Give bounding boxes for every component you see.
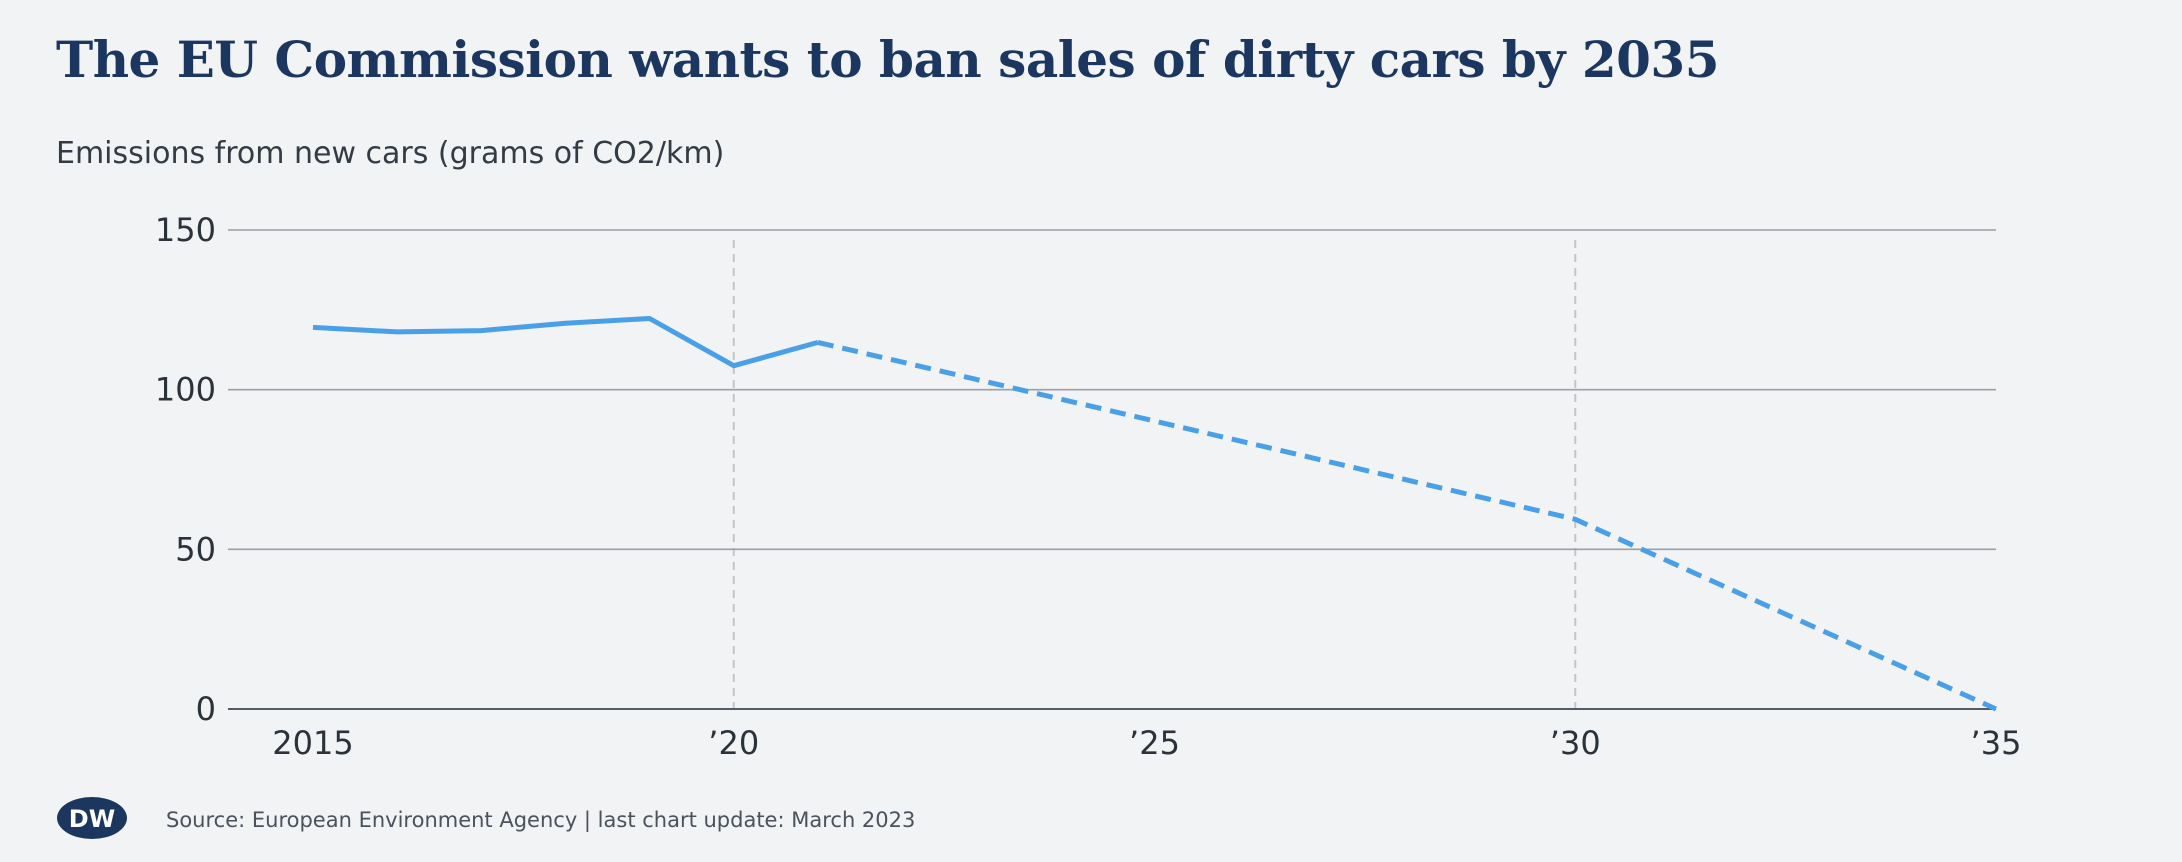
- reference-lines: [732, 240, 1577, 709]
- y-tick-label: 100: [155, 371, 216, 409]
- dw-logo-text: DW: [69, 805, 115, 833]
- dw-logo: DW: [57, 797, 127, 839]
- grid-lines: [228, 229, 1996, 710]
- y-tick-label: 0: [196, 690, 216, 728]
- target-line-dashed: [817, 339, 1998, 712]
- x-tick-label: ’30: [1550, 724, 1601, 762]
- x-tick-label: ’20: [708, 724, 759, 762]
- x-tick-label: 2015: [272, 724, 353, 762]
- series-lines: [312, 316, 1998, 712]
- x-tick-label: ’25: [1129, 724, 1180, 762]
- chart-title: The EU Commission wants to ban sales of …: [56, 30, 1720, 89]
- y-axis-labels: 0 50 100 150: [155, 211, 216, 728]
- actual-line-solid: [312, 316, 819, 369]
- y-tick-label: 50: [175, 530, 216, 568]
- line-chart: 0 50 100 150 2015 ’20 ’25 ’30 ’35: [155, 211, 2022, 762]
- x-tick-label: ’35: [1971, 724, 2022, 762]
- x-axis-labels: 2015 ’20 ’25 ’30 ’35: [272, 724, 2021, 762]
- chart-subtitle: Emissions from new cars (grams of CO2/km…: [56, 136, 725, 171]
- y-tick-label: 150: [155, 211, 216, 249]
- source-note: Source: European Environment Agency | la…: [166, 808, 916, 832]
